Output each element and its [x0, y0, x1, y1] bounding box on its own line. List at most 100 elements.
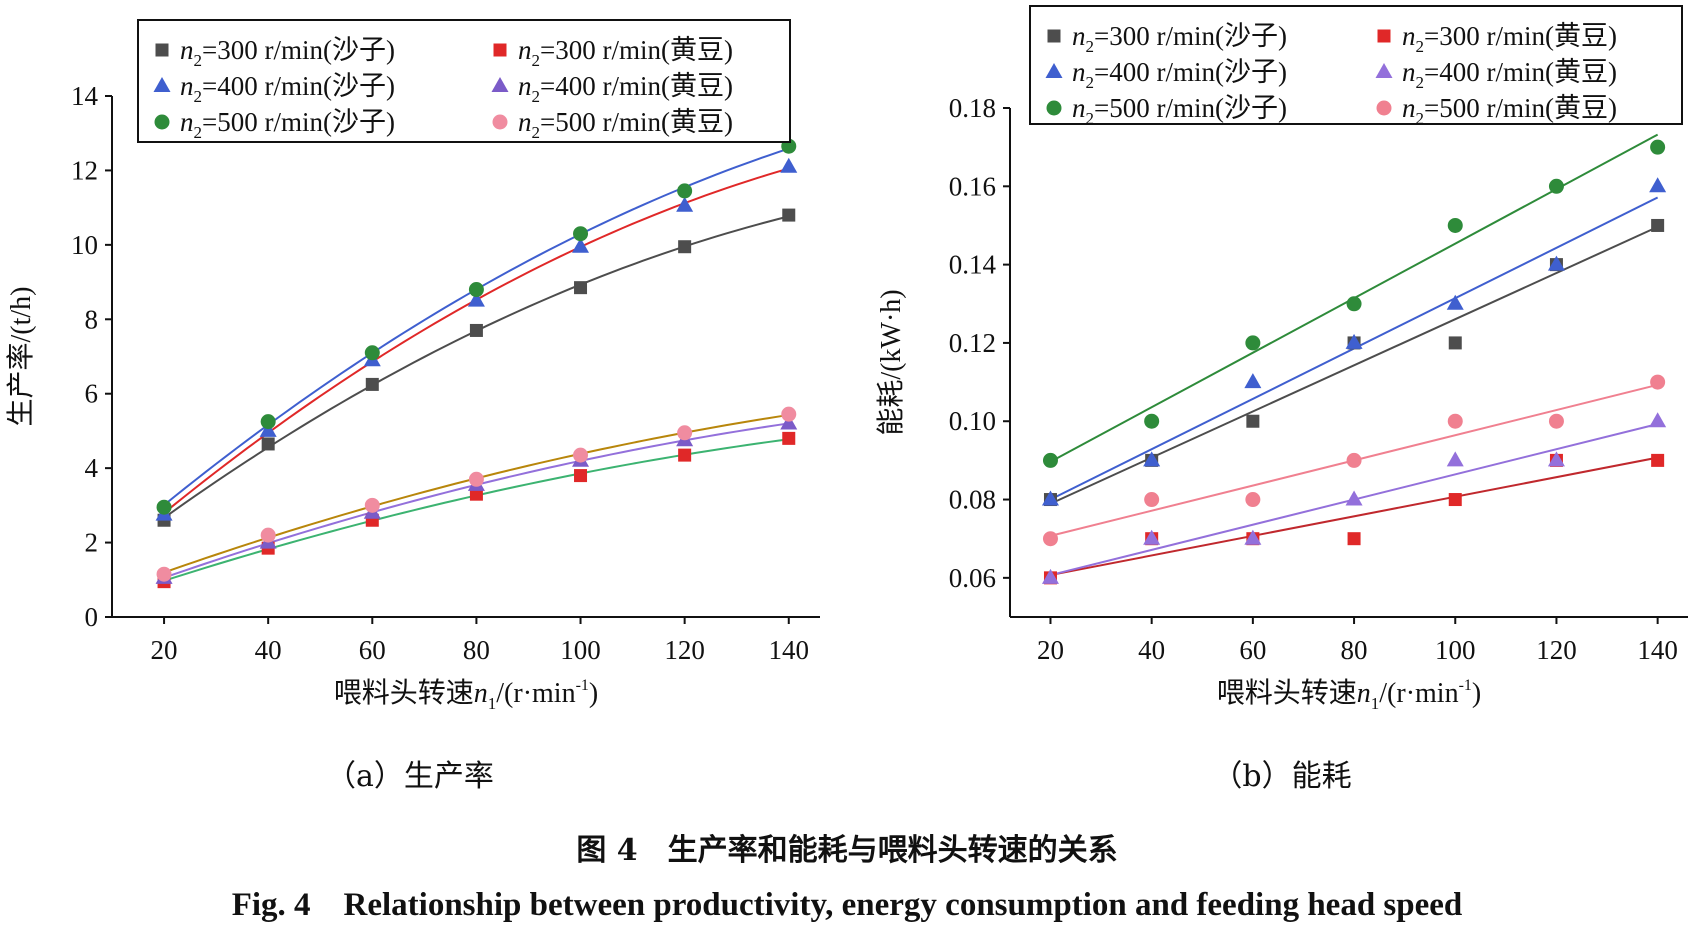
data-point	[1041, 490, 1059, 506]
y-tick-label: 0.18	[949, 93, 996, 123]
data-point	[1245, 335, 1261, 351]
legend-marker	[491, 77, 509, 92]
legend-label: n2=300 r/min(黄豆)	[1402, 21, 1617, 56]
fit-line	[1050, 456, 1658, 577]
legend-label: n2=300 r/min(沙子)	[180, 35, 395, 70]
y-tick-label: 0.08	[949, 485, 996, 515]
data-point	[1143, 529, 1161, 545]
data-point	[677, 425, 693, 441]
legend-label: n2=500 r/min(黄豆)	[518, 107, 733, 142]
data-point	[780, 157, 798, 173]
y-tick-label: 0.06	[949, 563, 996, 593]
legend-label: n2=400 r/min(沙子)	[1072, 57, 1287, 92]
data-point	[156, 566, 172, 582]
data-point	[1548, 413, 1564, 429]
x-tick-label: 120	[1536, 635, 1577, 665]
data-point	[468, 282, 484, 298]
data-point	[678, 240, 692, 254]
data-point	[156, 499, 172, 515]
legend-label: n2=400 r/min(沙子)	[180, 71, 395, 106]
data-point	[1345, 490, 1363, 506]
y-tick-label: 0.16	[949, 171, 996, 201]
x-tick-label: 100	[560, 635, 601, 665]
data-point	[1347, 532, 1361, 546]
legend-marker	[1377, 29, 1391, 43]
data-point	[1650, 139, 1666, 155]
y-axis-label: 能耗/(kW·h)	[875, 289, 907, 435]
x-tick-label: 140	[1637, 635, 1678, 665]
x-tick-label: 20	[151, 635, 178, 665]
data-point	[259, 421, 277, 437]
legend-label: n2=500 r/min(沙子)	[1072, 93, 1287, 128]
x-tick-label: 120	[664, 635, 705, 665]
data-point	[365, 377, 379, 391]
data-point	[467, 291, 485, 307]
legend-label: n2=400 r/min(黄豆)	[1402, 57, 1617, 92]
legend-label: n2=500 r/min(沙子)	[180, 107, 395, 142]
y-tick-label: 0.14	[949, 250, 997, 280]
x-tick-label: 140	[769, 635, 810, 665]
x-tick-label: 80	[1341, 635, 1368, 665]
data-point	[1547, 451, 1565, 467]
data-point	[572, 237, 590, 253]
data-point	[1447, 217, 1463, 233]
data-point	[1446, 451, 1464, 467]
data-point	[1346, 296, 1362, 312]
x-tick-label: 40	[255, 635, 282, 665]
x-tick-label: 80	[463, 635, 490, 665]
data-point	[574, 281, 588, 295]
data-point	[1548, 178, 1564, 194]
x-tick-label: 60	[359, 635, 386, 665]
y-tick-label: 4	[85, 453, 99, 483]
y-tick-label: 0.12	[949, 328, 996, 358]
x-axis-label: 喂料头转速n1/(r·min-1)	[334, 677, 598, 713]
data-point	[1448, 493, 1462, 507]
data-point	[1547, 255, 1565, 271]
x-tick-label: 40	[1138, 635, 1165, 665]
legend-marker	[1375, 63, 1393, 78]
data-point	[1144, 492, 1160, 508]
y-tick-label: 14	[71, 81, 99, 111]
legend-label: n2=400 r/min(黄豆)	[518, 71, 733, 106]
legend-label: n2=500 r/min(黄豆)	[1402, 93, 1617, 128]
legend-box	[137, 19, 791, 143]
data-point	[782, 431, 796, 445]
data-point	[780, 414, 798, 430]
data-point	[261, 437, 275, 451]
data-point	[469, 487, 483, 501]
data-point	[1042, 531, 1058, 547]
data-point	[1650, 374, 1666, 390]
y-tick-label: 12	[71, 155, 98, 185]
data-point	[364, 497, 380, 513]
data-point	[781, 406, 797, 422]
data-point	[677, 183, 693, 199]
chart-subtitle: （b）能耗	[1212, 759, 1351, 794]
legend-marker	[154, 114, 170, 130]
data-point	[1447, 413, 1463, 429]
legend-marker	[492, 114, 508, 130]
y-tick-label: 8	[85, 304, 99, 334]
y-tick-label: 0	[85, 602, 99, 632]
data-point	[1346, 452, 1362, 468]
data-point	[469, 323, 483, 337]
legend-marker	[1376, 100, 1392, 116]
data-point	[1143, 451, 1161, 467]
data-point	[1244, 529, 1262, 545]
data-point	[1345, 333, 1363, 349]
fit-line	[163, 438, 789, 582]
data-point	[1446, 294, 1464, 310]
data-point	[1245, 492, 1261, 508]
data-point	[678, 448, 692, 462]
y-tick-label: 2	[85, 528, 99, 558]
data-point	[1246, 414, 1260, 428]
legend-marker	[155, 43, 169, 57]
legend-marker	[493, 43, 507, 57]
data-point	[573, 226, 589, 242]
legend-marker	[1045, 63, 1063, 78]
data-point	[260, 527, 276, 543]
data-point	[1651, 453, 1665, 467]
x-axis-label: 喂料头转速n1/(r·min-1)	[1217, 677, 1481, 713]
chart-productivity: 0 2 4 6 8 10 12 14 20 40 60 80 100 120 140 喂料头转速n1/(r·m…	[5, 19, 820, 794]
data-point	[574, 469, 588, 483]
y-tick-label: 0.10	[949, 406, 996, 436]
